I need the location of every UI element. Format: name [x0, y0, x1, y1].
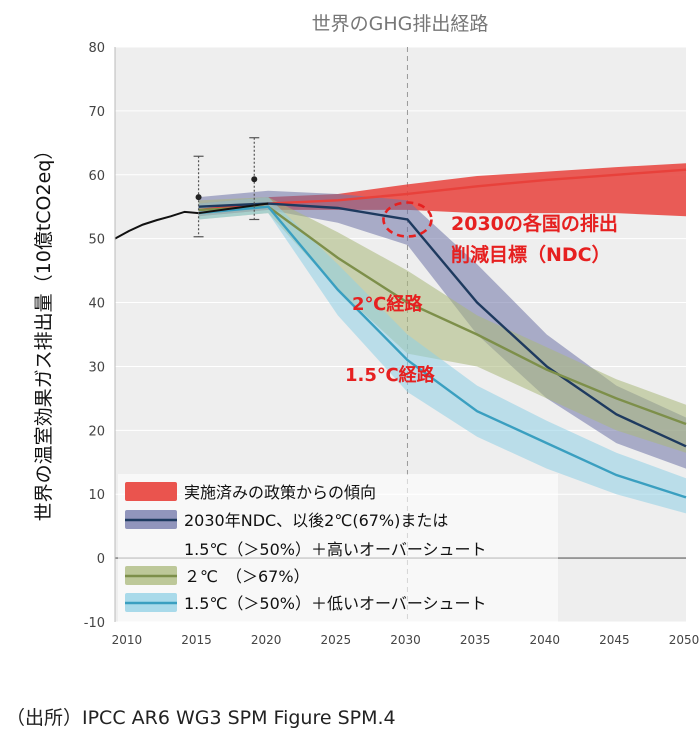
y-axis-label: 世界の温室効果ガス排出量（10億tCO2eq） — [33, 141, 55, 522]
x-tick-label: 2035 — [460, 633, 491, 647]
marker-point-1 — [251, 176, 258, 183]
x-tick-label: 2020 — [251, 633, 282, 647]
x-tick-label: 2025 — [321, 633, 352, 647]
y-tick-label: 0 — [97, 552, 105, 567]
annotation-2: 2℃経路 — [352, 293, 423, 315]
legend-swatch-0 — [125, 482, 177, 501]
ndc-highlight-circle — [382, 201, 433, 238]
y-tick-label: 70 — [88, 105, 105, 120]
series-line-2 — [198, 205, 687, 426]
y-tick-label: 50 — [88, 233, 105, 248]
legend: 実施済みの政策からの傾向 2030年NDC、以後2℃(67%)または 1.5℃（＞5… — [118, 474, 558, 622]
y-tick-label: 20 — [88, 424, 105, 439]
y-tick-label: 40 — [88, 297, 105, 312]
series-line-3 — [198, 205, 687, 499]
y-tick-label: 80 — [88, 41, 105, 56]
x-tick-label: 2010 — [112, 633, 143, 647]
legend-background — [118, 474, 558, 622]
y-tick-label: 30 — [88, 360, 105, 375]
x-tick-label: 2045 — [599, 633, 630, 647]
x-tick-label: 2040 — [529, 633, 560, 647]
legend-label-3: ２℃ （＞67%） — [184, 567, 310, 586]
series-line-1 — [198, 202, 687, 448]
source-note: （出所）IPCC AR6 WG3 SPM Figure SPM.4 — [6, 707, 396, 729]
legend-label-2: 1.5℃（＞50%）＋高いオーバーシュート — [184, 540, 487, 559]
marker-point-0 — [195, 194, 202, 201]
x-tick-label: 2015 — [181, 633, 212, 647]
legend-label-4: 1.5℃（＞50%）＋低いオーバーシュート — [184, 594, 487, 613]
series-line-0 — [198, 168, 687, 212]
legend-label-1: 2030年NDC、以後2℃(67%)または — [184, 511, 448, 530]
annotation-3: 1.5℃経路 — [345, 364, 436, 386]
chart-title: 世界のGHG排出経路 — [312, 13, 489, 35]
y-tick-label: 10 — [88, 488, 105, 503]
y-tick-label: -10 — [84, 616, 105, 631]
y-tick-label: 60 — [88, 169, 105, 184]
annotation-1: 削減目標（NDC） — [451, 243, 611, 266]
series-band-3 — [198, 197, 686, 514]
x-tick-label: 2050 — [669, 633, 700, 647]
annotation-0: 2030の各国の排出 — [451, 212, 618, 235]
lines — [114, 137, 687, 499]
historical-line — [114, 202, 269, 240]
legend-label-0: 実施済みの政策からの傾向 — [184, 483, 376, 502]
x-tick-label: 2030 — [390, 633, 421, 647]
